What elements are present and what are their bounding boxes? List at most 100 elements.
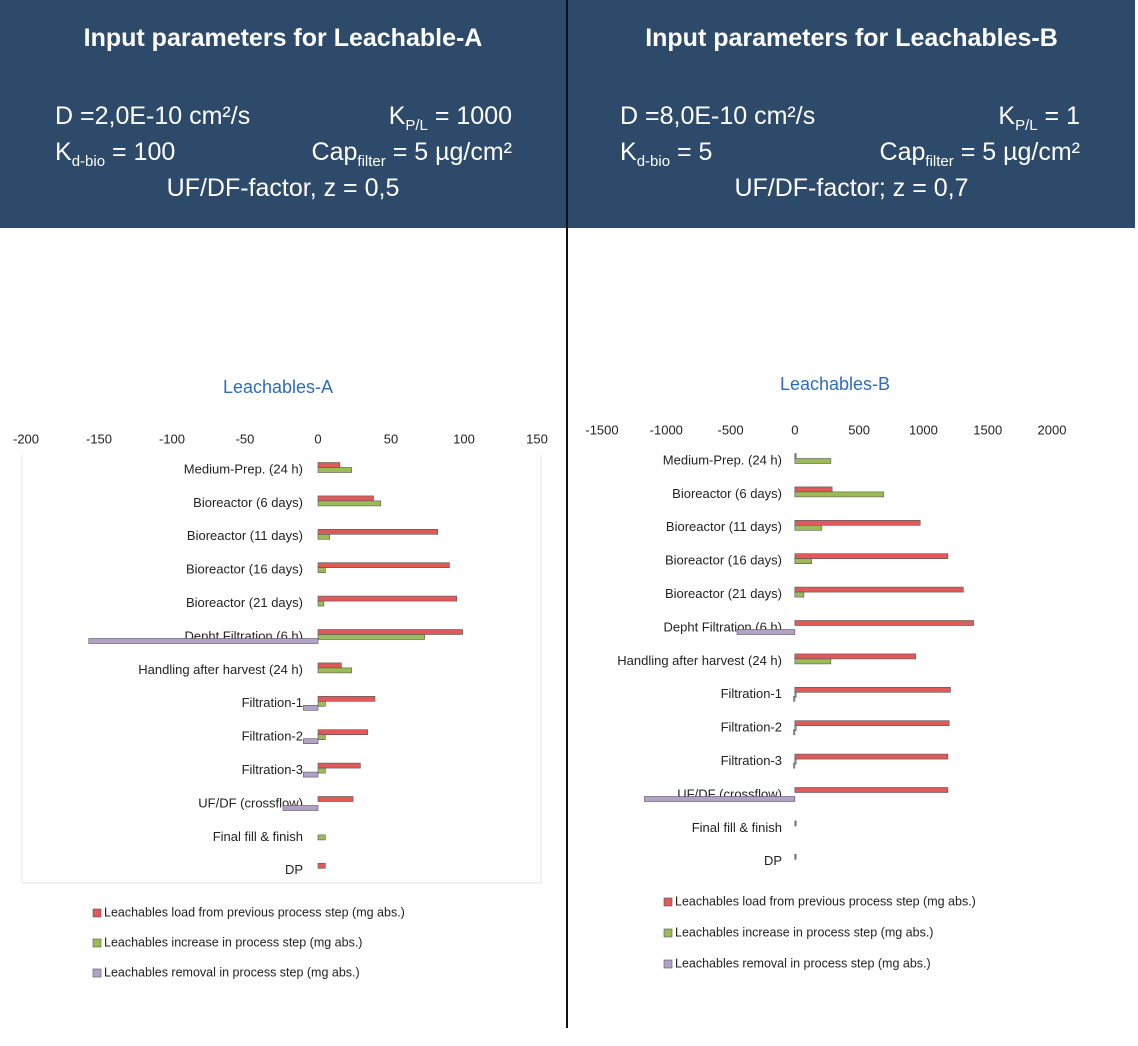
category-label: Bioreactor (6 days) (672, 486, 782, 501)
bar (794, 758, 797, 765)
bar (317, 462, 341, 468)
bar (317, 629, 463, 635)
parameter: Capfilter = 5 µg/cm² (312, 138, 512, 170)
panel-title: Input parameters for Leachables-B (645, 24, 1058, 52)
bar (794, 458, 832, 464)
category-label: Bioreactor (16 days) (665, 553, 782, 568)
bar (317, 533, 330, 540)
x-tick-label: 1000 (909, 422, 938, 437)
category-label: Filtration-3 (721, 753, 782, 768)
legend-label: Leachables removal in process step (mg a… (675, 956, 931, 970)
bar (317, 762, 361, 769)
bar (317, 834, 326, 841)
bar (794, 453, 797, 459)
bar (317, 500, 382, 507)
bar (644, 796, 796, 802)
x-tick-label: -500 (718, 422, 744, 437)
bar (794, 524, 823, 531)
parameter-part: = 1 (1037, 102, 1080, 130)
parameter-part: P/L (1015, 117, 1038, 134)
x-tick-label: 50 (384, 431, 398, 446)
legend-swatch (92, 938, 102, 948)
x-tick-label: 0 (314, 431, 321, 446)
bar (303, 771, 319, 778)
bar (317, 767, 326, 774)
category-label: Bioreactor (21 days) (665, 586, 782, 601)
parameter-part: P/L (405, 117, 428, 134)
bar (794, 620, 974, 626)
divider (566, 0, 568, 1028)
x-tick-label: 100 (453, 431, 475, 446)
parameter-part: K (620, 138, 637, 166)
parameter: Kd-bio = 100 (55, 138, 175, 170)
legend-label: Leachables increase in process step (mg … (104, 935, 362, 949)
bar (794, 591, 805, 598)
category-label: Medium-Prep. (24 h) (663, 452, 782, 467)
bar (317, 862, 326, 869)
parameter-part: = 100 (105, 138, 176, 166)
x-tick-label: 2000 (1038, 422, 1067, 437)
category-label: DP (285, 862, 303, 877)
category-label: Final fill & finish (692, 820, 782, 835)
x-tick-label: 1500 (973, 422, 1002, 437)
bar (794, 491, 884, 498)
parameter-part: = 5 (670, 138, 713, 166)
legend-swatch (663, 928, 673, 938)
chart-title: Leachables-A (223, 377, 333, 397)
x-tick-label: -100 (159, 431, 185, 446)
category-label: Bioreactor (16 days) (186, 562, 303, 577)
bar (794, 787, 949, 793)
category-label: Handling after harvest (24 h) (617, 653, 782, 668)
parameter-part: Cap (311, 138, 358, 166)
parameter-part: filter (357, 153, 386, 170)
bar (793, 729, 796, 736)
x-tick-label: 500 (848, 422, 870, 437)
parameter-panel: Input parameters for Leachables-B D =8,0E… (568, 0, 1135, 228)
parameter-part: K (998, 102, 1016, 130)
category-label: Bioreactor (11 days) (187, 528, 303, 543)
parameter: UF/DF-factor; z = 0,7 (734, 174, 969, 202)
bar (794, 486, 833, 493)
bar (303, 738, 319, 745)
parameter: D =2,0E-10 cm²/s (55, 102, 250, 131)
bar (317, 634, 425, 640)
bar (794, 558, 812, 565)
legend-label: Leachables load from previous process st… (675, 894, 976, 908)
legend-swatch (663, 959, 673, 969)
parameter-part: filter (925, 153, 954, 170)
parameter: Capfilter = 5 µg/cm² (880, 138, 1080, 170)
bar (317, 600, 325, 607)
legend-swatch (92, 968, 102, 978)
bar (317, 595, 457, 602)
bar (793, 695, 796, 702)
x-tick-label: -1000 (650, 422, 683, 437)
bar (282, 805, 319, 811)
x-tick-label: -50 (236, 431, 255, 446)
legend-label: Leachables increase in process step (mg … (675, 925, 933, 939)
category-label: Filtration-3 (242, 762, 303, 777)
bar (794, 820, 797, 827)
bar (794, 519, 921, 526)
bar (794, 658, 832, 665)
bar (736, 629, 796, 635)
chart-title: Leachables-B (780, 374, 890, 394)
parameter-part: = 5 µg/cm² (953, 138, 1080, 166)
parameter-part: K (55, 138, 72, 166)
parameter-part: d-bio (636, 153, 671, 170)
bar (794, 691, 797, 698)
parameter-panel: Input parameters for Leachable-A D =2,0E-… (0, 0, 566, 228)
x-tick-label: -200 (13, 431, 39, 446)
x-tick-label: -150 (86, 431, 112, 446)
category-label: Bioreactor (21 days) (186, 595, 303, 610)
bar (317, 662, 342, 669)
bar (794, 720, 950, 727)
bar (794, 553, 949, 560)
category-label: Filtration-2 (242, 729, 303, 744)
bar (303, 704, 319, 711)
bar (88, 638, 319, 644)
category-label: Bioreactor (11 days) (666, 519, 782, 534)
parameter-part: Cap (879, 138, 926, 166)
legend-label: Leachables load from previous process st… (104, 905, 405, 919)
